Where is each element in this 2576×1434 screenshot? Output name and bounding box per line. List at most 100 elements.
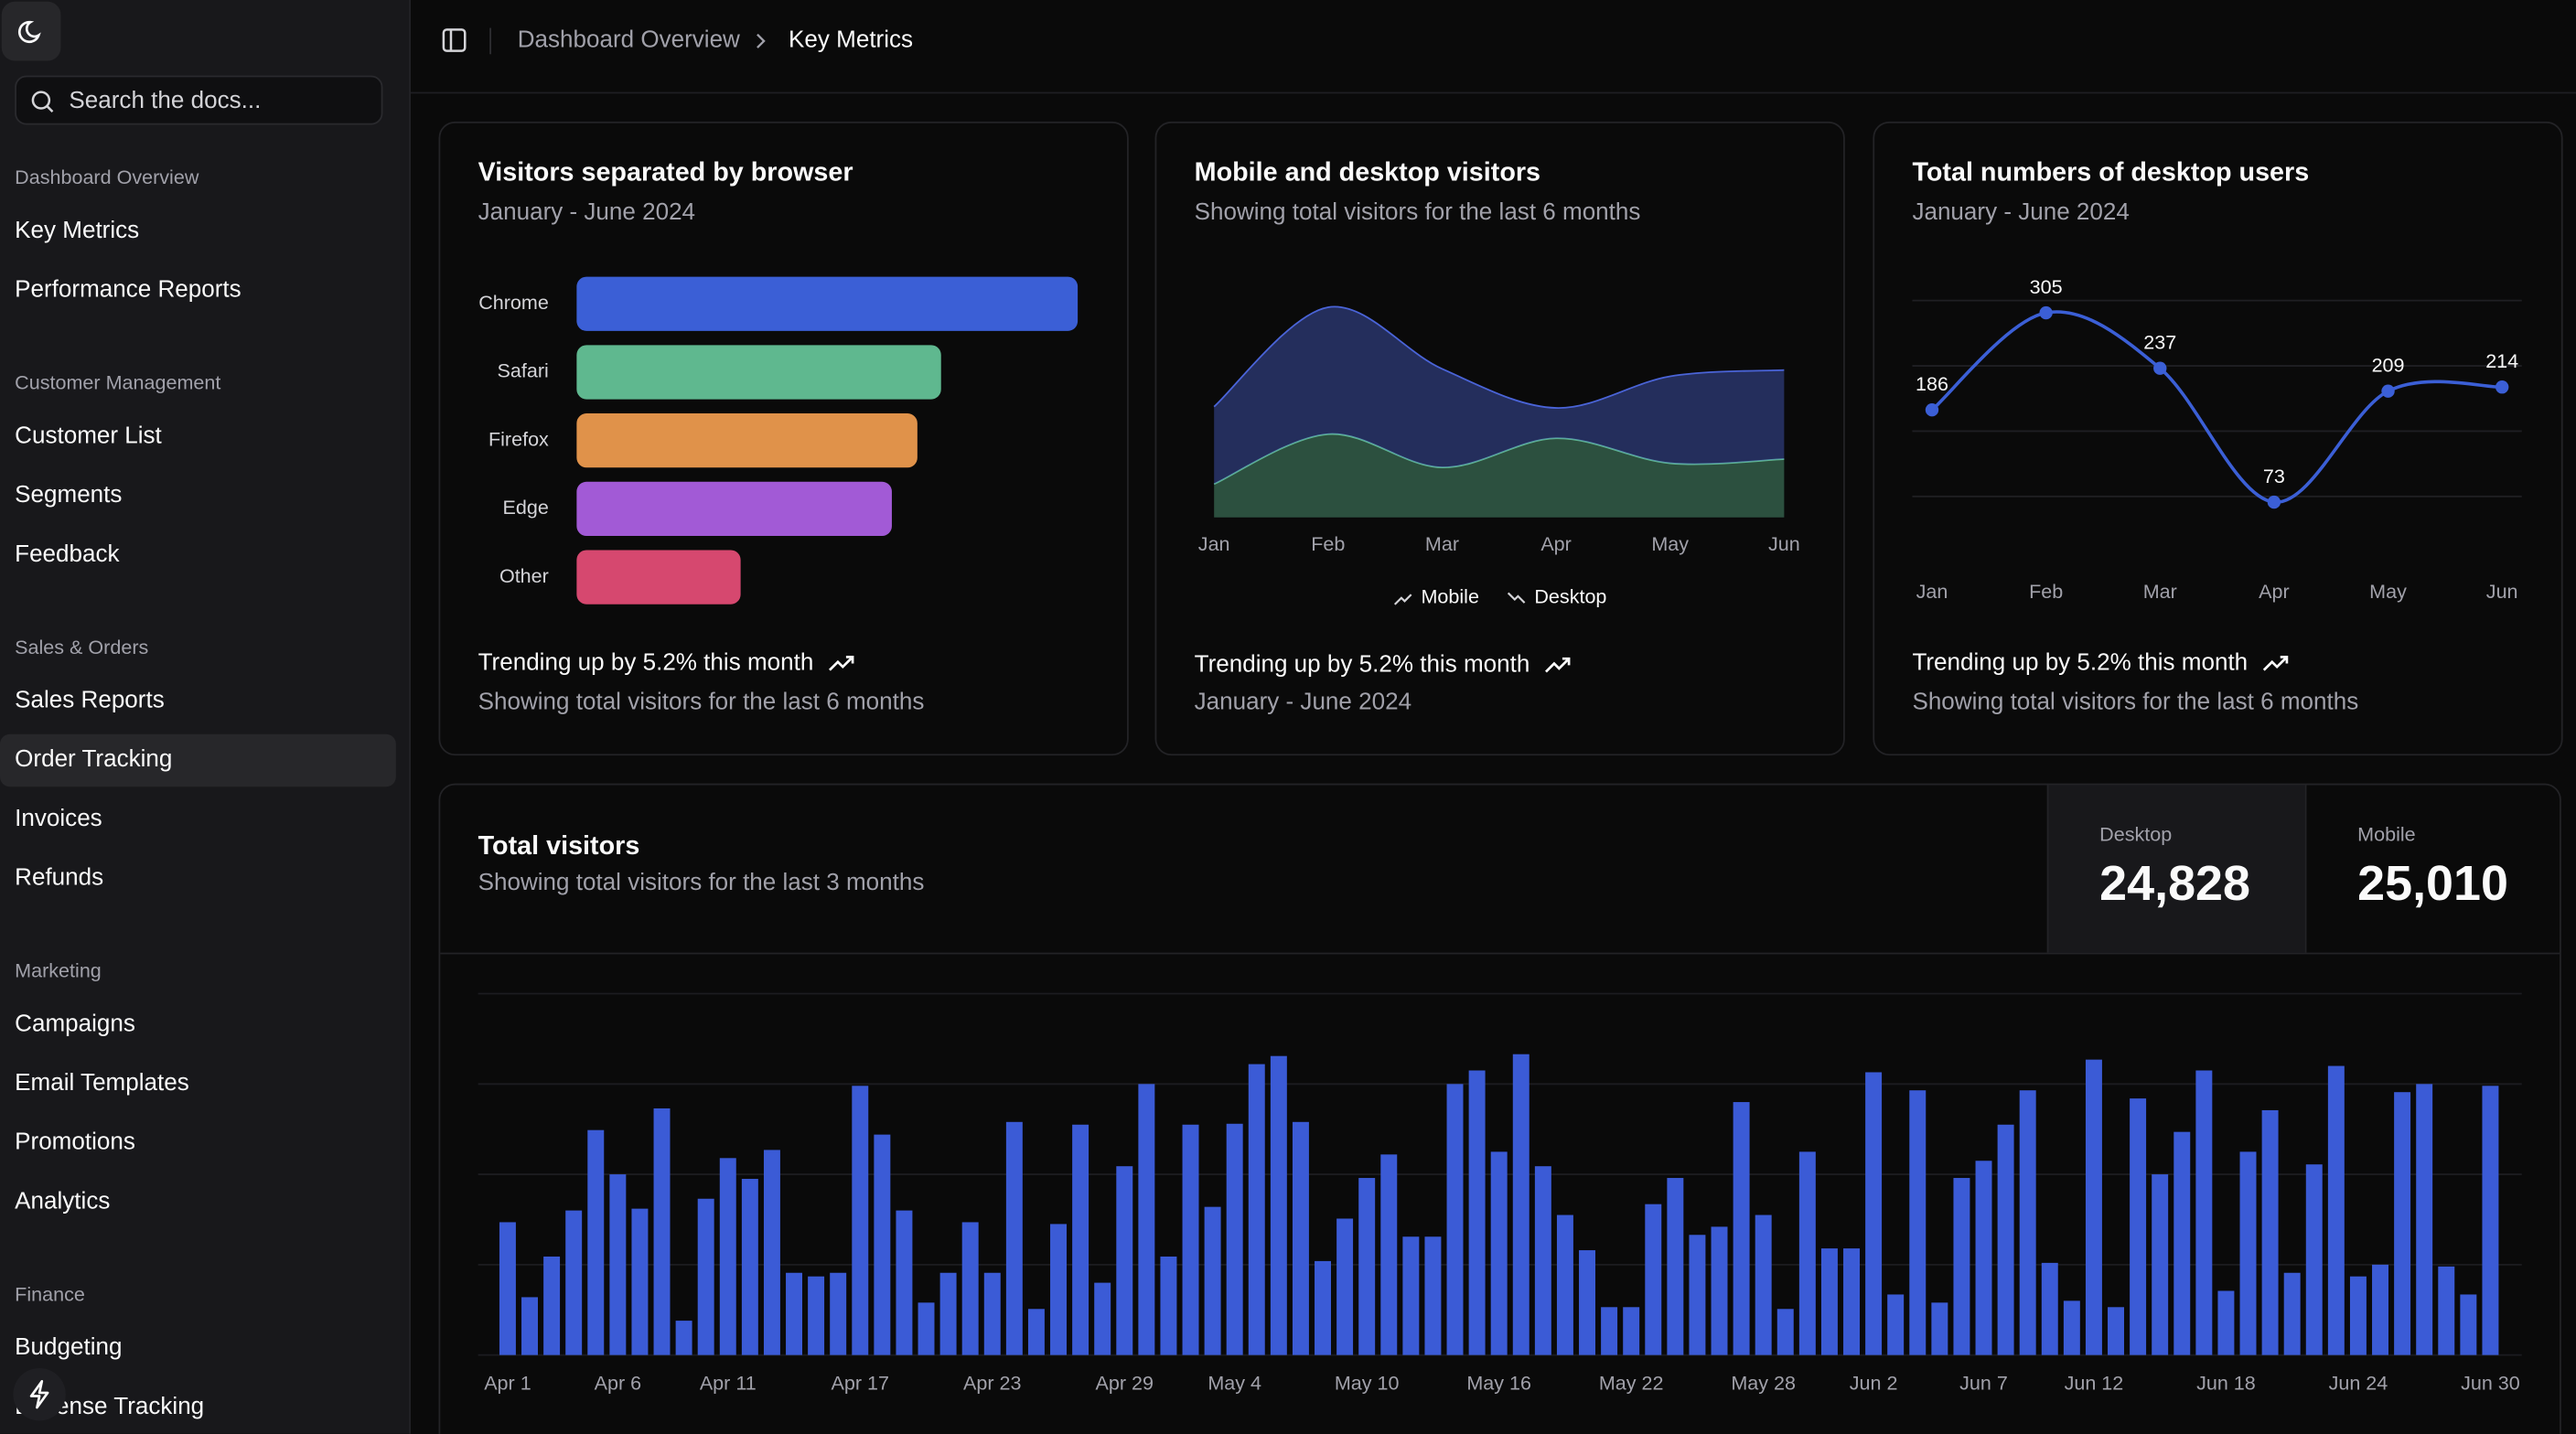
nav-group-label: Sales & Orders — [15, 636, 149, 659]
bar — [1755, 1215, 1772, 1355]
x-tick-label: Jun — [2486, 580, 2518, 603]
trend-text: Trending up by 5.2% this month — [1912, 650, 2249, 677]
bar — [2305, 1164, 2323, 1355]
trend-icon — [1545, 657, 1571, 673]
moon-icon — [17, 20, 41, 44]
bar — [1292, 1121, 1309, 1355]
bar — [2130, 1098, 2147, 1355]
bar — [1116, 1166, 1133, 1355]
x-tick-label: May 28 — [1731, 1372, 1796, 1395]
trend-icon — [2263, 656, 2289, 671]
point — [2267, 495, 2281, 509]
point — [2153, 361, 2167, 375]
bar — [1798, 1151, 1816, 1355]
nav-item[interactable]: Customer List — [15, 423, 162, 450]
bar — [1182, 1124, 1199, 1355]
bar — [1402, 1236, 1420, 1355]
bar — [1865, 1072, 1883, 1355]
nav-item[interactable]: Budgeting — [15, 1334, 123, 1362]
bar — [1843, 1248, 1860, 1355]
x-tick-label: Apr 6 — [595, 1372, 642, 1395]
bar — [1579, 1250, 1595, 1355]
legend-label: Mobile — [1421, 584, 1478, 607]
nav-item[interactable]: Segments — [15, 482, 123, 509]
bar — [2372, 1264, 2388, 1355]
card-subtitle: Showing total visitors for the last 3 mo… — [478, 870, 925, 897]
area-line — [1213, 305, 1785, 409]
x-tick-label: Apr 29 — [1096, 1372, 1154, 1395]
bar — [631, 1208, 649, 1355]
x-tick-label: Jun 24 — [2329, 1372, 2388, 1395]
area — [1214, 306, 1785, 485]
x-tick-label: Mar — [2143, 580, 2177, 603]
bar — [1820, 1248, 1838, 1355]
bar — [1689, 1235, 1706, 1355]
x-tick-label: Apr — [1540, 532, 1572, 555]
bar — [2108, 1307, 2124, 1355]
x-tick-label: Feb — [1311, 532, 1345, 555]
bar — [1358, 1178, 1376, 1355]
area-line — [1213, 433, 1785, 486]
x-tick-label: Apr — [2259, 580, 2290, 603]
bar — [1556, 1215, 1573, 1355]
bar — [719, 1158, 736, 1355]
bar — [1072, 1124, 1089, 1355]
x-tick-label: Jun 2 — [1850, 1372, 1898, 1395]
bar — [1226, 1123, 1243, 1355]
stat-box[interactable] — [2046, 785, 2305, 953]
bar — [1446, 1084, 1464, 1355]
nav-item[interactable]: Invoices — [15, 806, 102, 833]
bar — [1909, 1090, 1927, 1355]
bar — [1512, 1054, 1530, 1355]
bar — [2063, 1300, 2080, 1355]
stat-value: 25,010 — [2357, 857, 2508, 912]
bar — [2041, 1262, 2058, 1355]
nav-item[interactable]: Performance Reports — [15, 277, 242, 304]
nav-item[interactable]: Analytics — [15, 1188, 111, 1215]
x-tick-label: May — [2369, 580, 2407, 603]
bar — [1315, 1260, 1331, 1355]
nav-item[interactable]: Campaigns — [15, 1011, 135, 1038]
stat-box[interactable] — [2304, 785, 2563, 953]
x-tick-label: May — [1651, 532, 1689, 555]
bolt-button[interactable] — [13, 1367, 66, 1421]
bar — [1336, 1218, 1354, 1355]
line — [1930, 310, 2503, 504]
x-tick-label: Apr 17 — [832, 1372, 889, 1395]
x-tick-label: Apr 23 — [963, 1372, 1022, 1395]
trend-row: Trending up by 5.2% this month — [1912, 648, 2290, 679]
chevron — [757, 33, 766, 48]
x-tick-label: Jun 12 — [2065, 1372, 2124, 1395]
data-label: 73 — [2263, 465, 2285, 487]
data-label: 214 — [2485, 349, 2518, 372]
search-box[interactable]: Search the docs... — [15, 75, 383, 125]
x-tick-label: Jun 30 — [2461, 1372, 2520, 1395]
breadcrumb-link[interactable]: Dashboard Overview — [517, 27, 740, 54]
x-tick-label: Mar — [1425, 532, 1459, 555]
divider — [489, 27, 491, 55]
card-title: Mobile and desktop visitors — [1194, 159, 1541, 187]
bar — [2327, 1065, 2345, 1355]
bar — [576, 345, 941, 400]
bar — [808, 1276, 825, 1355]
bar — [1931, 1302, 1948, 1355]
nav-group-label: Marketing — [15, 958, 102, 982]
data-label: 305 — [2030, 275, 2063, 298]
nav-item[interactable]: Sales Reports — [15, 688, 165, 714]
nav-item[interactable]: Email Templates — [15, 1070, 189, 1097]
nav-item[interactable]: Promotions — [15, 1129, 135, 1156]
bar — [786, 1272, 803, 1355]
nav-item[interactable]: Order Tracking — [15, 746, 173, 774]
nav-item[interactable]: Refunds — [15, 864, 104, 892]
bolt-icon — [29, 1380, 49, 1409]
bar — [1005, 1121, 1023, 1355]
x-tick-label: Jan — [1916, 580, 1948, 603]
nav-item[interactable]: Feedback — [15, 541, 120, 568]
sidebar-toggle[interactable] — [431, 16, 480, 66]
nav-group-label: Customer Management — [15, 370, 221, 395]
bar — [1424, 1236, 1442, 1355]
theme-toggle[interactable] — [1, 1, 61, 61]
x-tick-label: Jun — [1768, 532, 1800, 555]
bar — [2460, 1294, 2477, 1355]
nav-item[interactable]: Key Metrics — [15, 218, 140, 245]
